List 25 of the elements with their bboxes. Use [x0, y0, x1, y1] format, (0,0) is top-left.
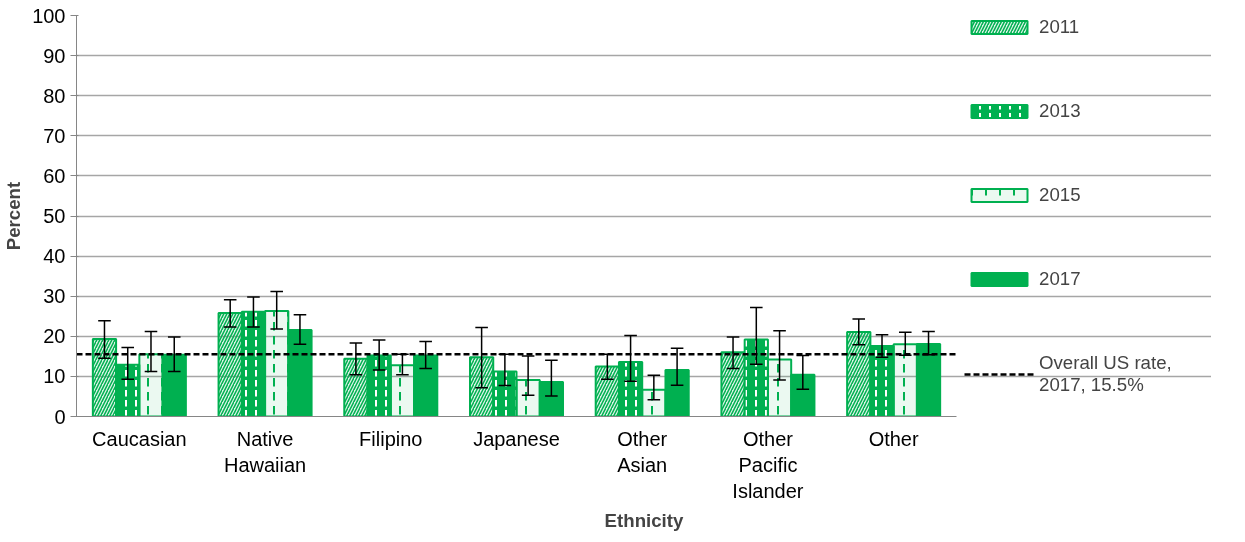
y-tick-label: 100 — [32, 4, 66, 27]
y-tick-label: 60 — [43, 164, 66, 187]
y-tick-label: 30 — [43, 285, 66, 308]
y-tick-label: 50 — [43, 205, 66, 227]
x-axis-title: Ethnicity — [604, 510, 685, 532]
y-axis-title: Percent — [3, 181, 25, 251]
x-tick-label: Other Asian — [617, 427, 668, 476]
x-tick-label: Caucasian — [92, 427, 187, 450]
y-tick-label: 40 — [43, 245, 66, 268]
y-tick-label: 90 — [43, 44, 66, 67]
x-tick-label: Filipino — [359, 427, 423, 450]
x-tick-label: Other Pacific Islander — [732, 427, 804, 503]
legend-label: 2011 — [1039, 16, 1080, 38]
x-tick-label: Native Hawaiian — [223, 427, 307, 476]
legend-label: Overall US rate, 2017, 15.5% — [1039, 352, 1172, 396]
y-tick-label: 20 — [43, 325, 66, 348]
y-tick-label: 70 — [43, 124, 66, 147]
legend-label: 2015 — [1039, 184, 1081, 206]
y-tick-label: 10 — [43, 365, 66, 388]
y-tick-label: 0 — [54, 405, 66, 428]
x-tick-label: Other — [868, 427, 919, 450]
y-tick-label: 80 — [43, 84, 66, 107]
legend-label: 2013 — [1039, 100, 1081, 122]
x-tick-label: Japanese — [473, 427, 560, 450]
legend-label: 2017 — [1039, 268, 1081, 290]
